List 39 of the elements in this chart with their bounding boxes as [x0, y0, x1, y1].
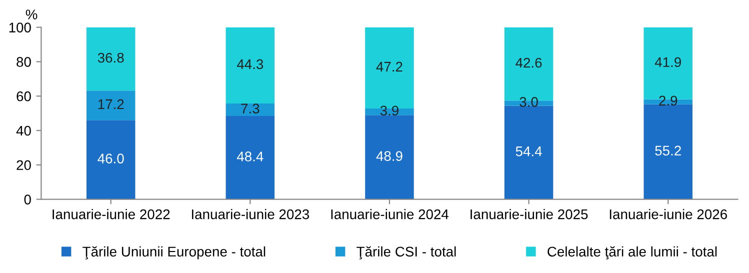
bar	[86, 27, 136, 91]
bar	[86, 120, 136, 200]
bar	[644, 104, 692, 200]
legend-label: Celelalte ţări ale lumii - total	[548, 246, 717, 260]
data-label: 44.3	[236, 59, 264, 70]
bar	[226, 116, 275, 200]
bar	[365, 115, 414, 200]
bar	[226, 103, 275, 116]
bar	[504, 106, 554, 200]
y-tick-label: 20	[16, 160, 31, 170]
y-tick-label: 60	[16, 91, 31, 102]
y-tick-label: 0	[24, 194, 31, 204]
data-label: 7.3	[241, 104, 260, 114]
data-label: 3.9	[380, 106, 398, 116]
y-tick-label: 100	[9, 22, 31, 32]
legend-label: Ţările Uniunii Europene - total	[82, 246, 266, 260]
bar	[86, 90, 136, 120]
x-tick-label: Ianuarie-iunie 2026	[610, 209, 727, 220]
data-label: 42.6	[516, 58, 542, 68]
y-tick-label: 80	[16, 57, 31, 67]
x-tick-label: Ianuarie-iunie 2022	[52, 209, 170, 220]
x-tick-label: Ianuarie-iunie 2023	[192, 209, 310, 220]
data-label: 3.0	[520, 97, 538, 107]
legend-label: Ţările CSI - total	[356, 246, 456, 260]
data-label: 48.9	[376, 151, 402, 161]
bar	[226, 27, 275, 104]
y-axis-title: %	[26, 10, 38, 20]
data-label: 48.4	[236, 152, 264, 162]
data-label: 36.8	[98, 52, 124, 63]
data-label: 2.9	[659, 96, 678, 106]
x-tick-label: Ianuarie-iunie 2024	[331, 209, 449, 220]
x-tick-label: Ianuarie-iunie 2025	[470, 209, 588, 220]
data-label: 46.0	[98, 154, 124, 164]
data-label: 47.2	[376, 62, 402, 72]
y-tick-label: 40	[16, 126, 31, 136]
data-label: 55.2	[655, 146, 681, 156]
data-label: 17.2	[98, 99, 124, 109]
data-label: 41.9	[654, 57, 681, 68]
data-label: 54.4	[516, 146, 542, 156]
